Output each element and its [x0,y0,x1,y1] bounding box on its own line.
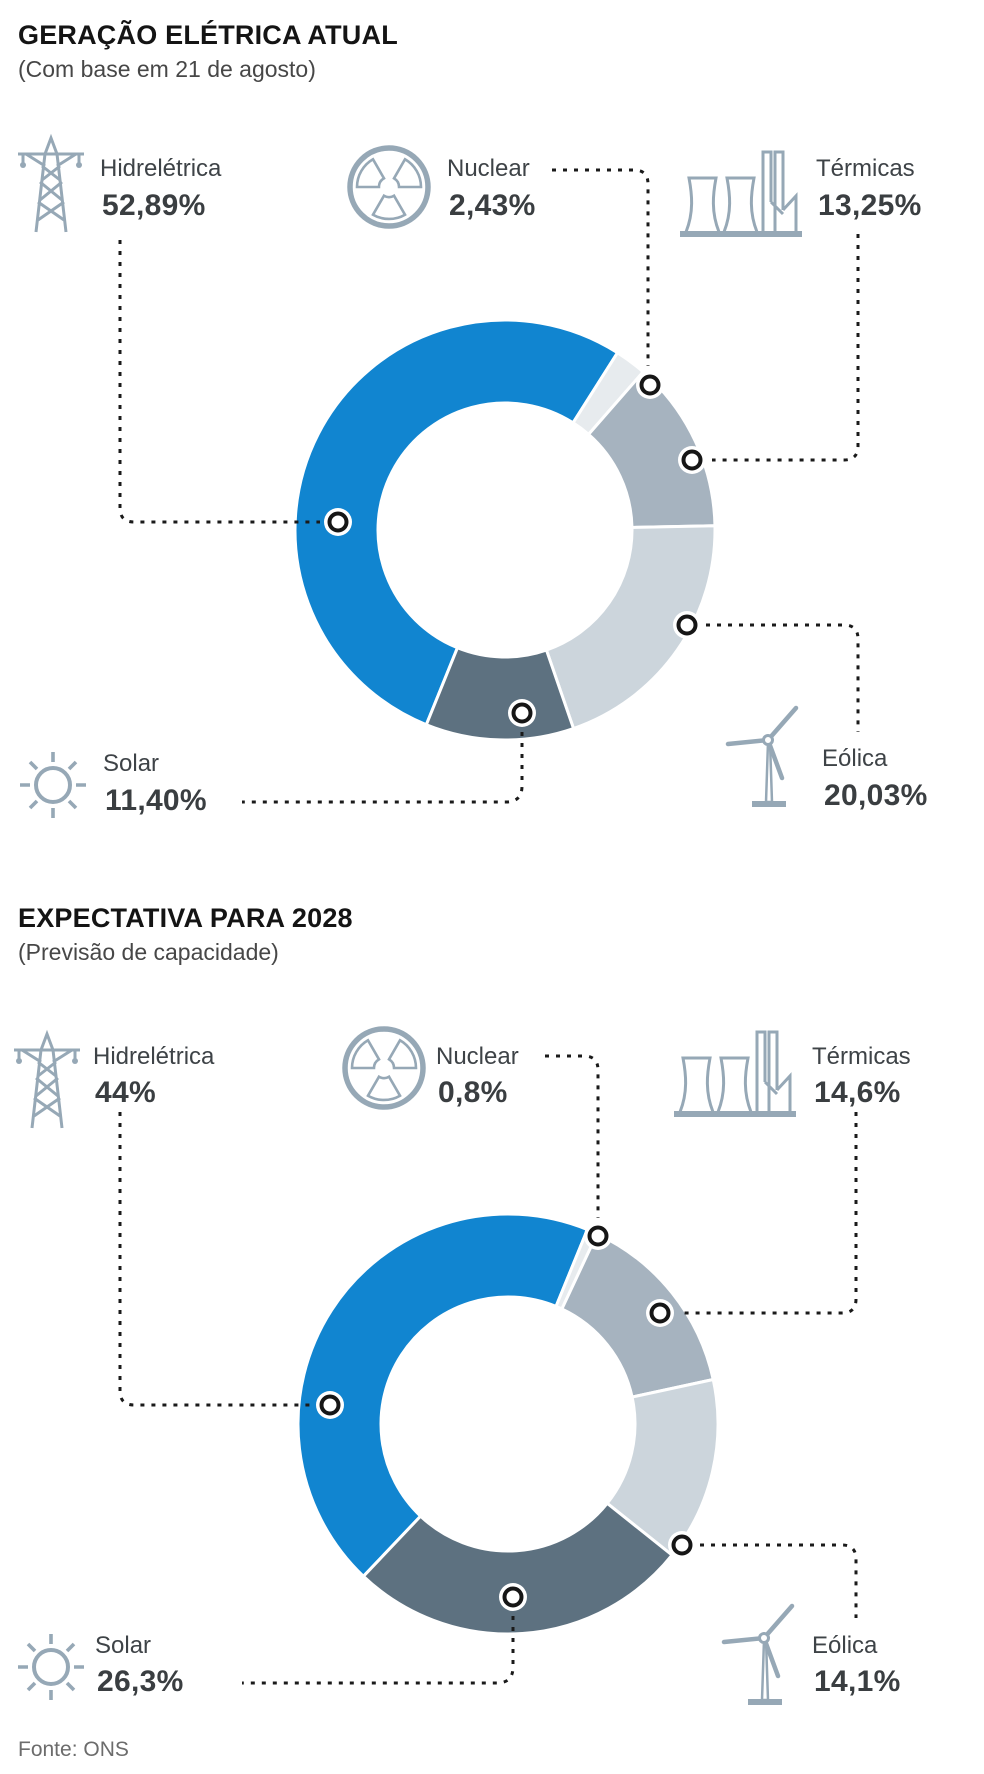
segment-marker-solar [502,1586,524,1608]
legend-value: 44% [95,1076,156,1109]
legend-label: Hidrelétrica [100,155,222,182]
chart-title: EXPECTATIVA PARA 2028 [18,903,353,933]
segment-marker-eolica [671,1534,693,1556]
legend-label: Térmicas [812,1043,911,1070]
segment-marker-hidreletrica [327,511,349,533]
leader-line-termicas [678,1112,858,1315]
legend-value: 52,89% [102,189,206,222]
wind-turbine-icon [718,1600,812,1713]
donut-segment-solar [361,1501,674,1636]
legend-label: Solar [95,1632,152,1659]
legend-value: 14,1% [814,1665,901,1698]
legend-value: 0,8% [438,1076,508,1109]
chart-subtitle: (Com base em 21 de agosto) [18,56,316,82]
segment-marker-termicas [681,449,703,471]
radiation-icon [340,1024,428,1117]
sun-icon [18,746,88,829]
leader-line-hidreletrica [118,240,320,524]
leader-line-hidreletrica [118,1112,312,1407]
chart-title: GERAÇÃO ELÉTRICA ATUAL [18,20,398,50]
leader-line-nuclear [545,1054,600,1218]
power-plant-icon [672,1026,798,1123]
legend-label: Nuclear [447,155,530,182]
legend-label: Solar [103,750,160,777]
legend-value: 13,25% [818,189,922,222]
radiation-icon [345,143,433,236]
legend-label: Eólica [822,745,888,772]
segment-marker-hidreletrica [319,1394,341,1416]
legend-value: 20,03% [824,779,928,812]
leader-line-solar [242,732,524,804]
source-note: Fonte: ONS [18,1738,129,1761]
segment-marker-termicas [649,1302,671,1324]
legend-label: Hidrelétrica [93,1043,215,1070]
segment-marker-solar [511,702,533,724]
segment-marker-nuclear [639,374,661,396]
transmission-tower-icon [12,128,90,239]
donut-segment-solar [424,646,576,742]
legend-label: Térmicas [816,155,915,182]
donut-segment-hidreletrica [296,1212,589,1578]
donut-segment-termicas [560,1232,715,1399]
legend-value: 26,3% [97,1665,184,1698]
legend-value: 11,40% [105,784,207,817]
leader-line-termicas [712,234,860,462]
chart-subtitle: (Previsão de capacidade) [18,939,279,965]
legend-value: 2,43% [449,189,536,222]
legend-label: Nuclear [436,1043,519,1070]
legend-label: Eólica [812,1632,878,1659]
power-plant-icon [678,146,804,243]
transmission-tower-icon [8,1024,86,1135]
wind-turbine-icon [722,702,816,815]
legend-value: 14,6% [814,1076,901,1109]
donut-segment-hidreletrica [293,318,620,727]
sun-icon [16,1628,86,1711]
segment-marker-nuclear [587,1225,609,1247]
segment-marker-eolica [676,614,698,636]
